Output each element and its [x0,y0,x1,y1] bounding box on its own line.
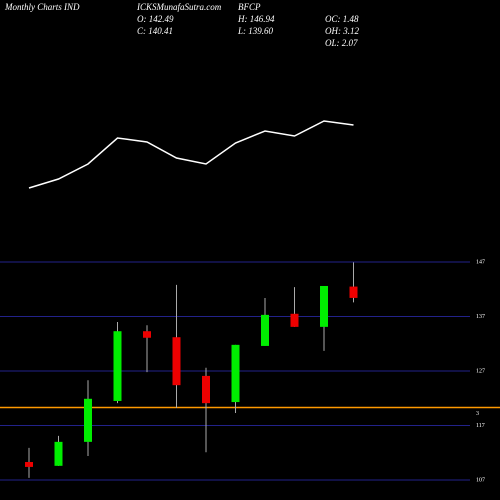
y-tick-label: 117 [476,423,485,429]
candle-body [349,286,358,298]
reference-label: 3 [476,411,479,417]
candle-body [231,344,240,403]
y-tick-label: 127 [476,368,485,374]
y-tick-label: 107 [476,477,485,483]
stat-label: OC: 1.48 [325,14,359,24]
indicator-line [28,120,354,189]
candle-body [290,313,299,327]
candle-body [172,337,181,386]
stat-label: OL: 2.07 [325,38,358,48]
chart-title: Monthly Charts IND [4,2,80,12]
y-tick-label: 137 [476,314,485,320]
candle-body [320,285,328,327]
candle-body [54,441,63,466]
stat-label: O: 142.49 [137,14,174,24]
candle-body [84,398,92,442]
stat-label: OH: 3.12 [325,26,359,36]
source: ICKSMunafaSutra.com [136,2,222,12]
symbol: BFCP [238,2,261,12]
y-tick-label: 147 [476,259,485,265]
stat-label: H: 146.94 [237,14,275,24]
candle-body [25,462,33,467]
candle-body [261,314,269,346]
candle-body [202,375,210,404]
candle-body [143,331,151,338]
stat-label: L: 139.60 [237,26,274,36]
candle-body [113,331,122,401]
stat-label: C: 140.41 [137,26,173,36]
